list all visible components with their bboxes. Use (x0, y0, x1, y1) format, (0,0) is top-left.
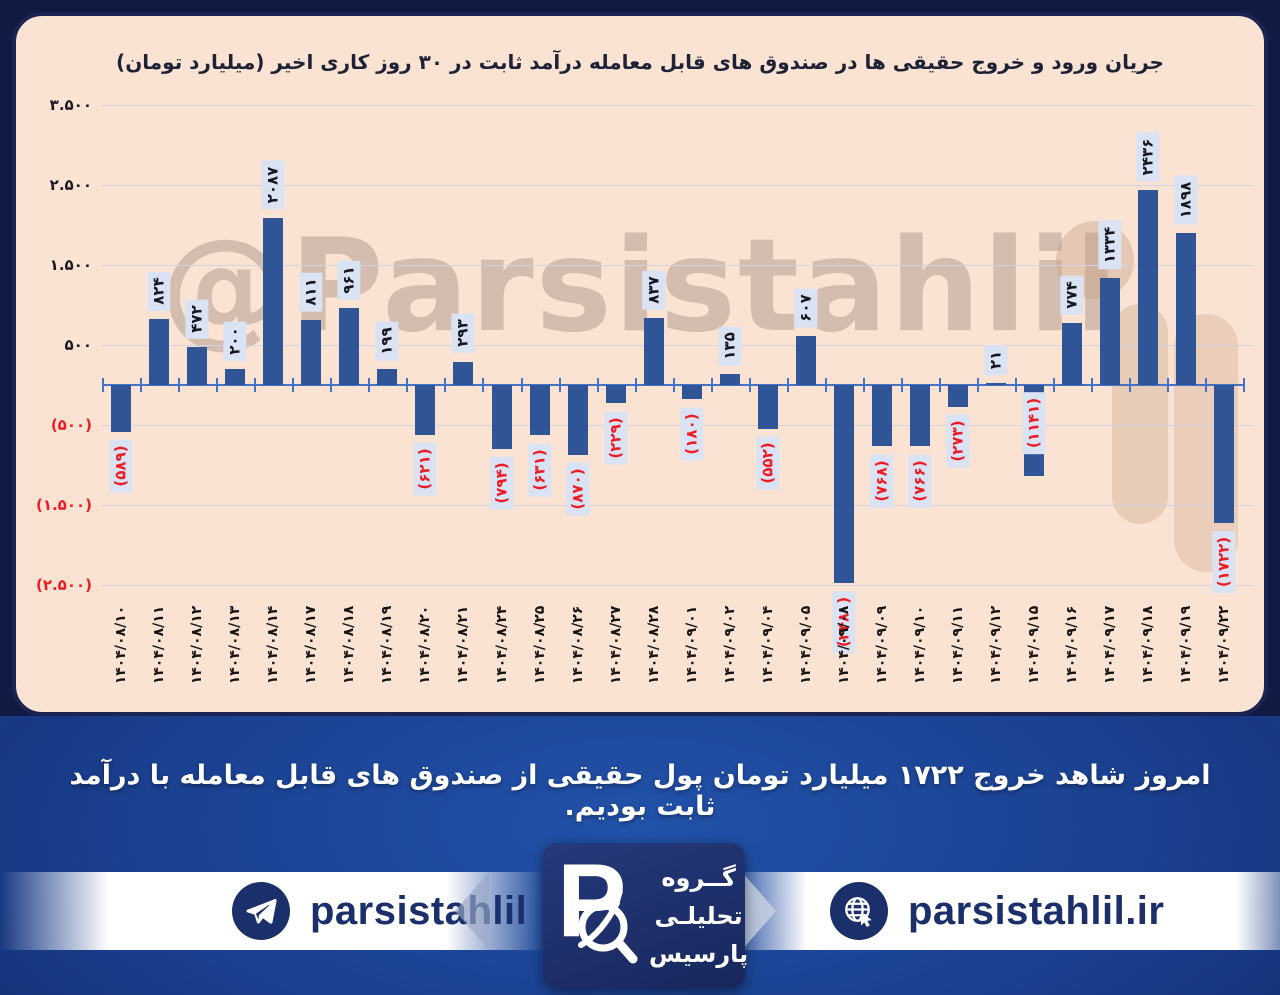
axis-tick (368, 378, 371, 392)
bar (1176, 233, 1197, 385)
axis-tick (1243, 378, 1246, 392)
bar (225, 369, 246, 385)
bar (339, 308, 360, 385)
parsis-logo-text: گــروه تحلیلـی پارسیس (643, 859, 748, 973)
bar (1100, 278, 1121, 385)
grid-line (102, 105, 1254, 106)
axis-tick (216, 378, 219, 392)
axis-tick (939, 378, 942, 392)
bar (643, 318, 664, 385)
parsis-logo-text-line: تحلیلـی (654, 901, 743, 930)
y-axis-label: ۲.۵۰۰ (49, 176, 92, 194)
grid-line (102, 585, 1254, 586)
y-axis-label: ۱.۵۰۰ (49, 256, 92, 274)
chart-title: جریان ورود و خروج حقیقی ها در صندوق های … (116, 50, 1164, 74)
bar (187, 347, 208, 385)
axis-tick (1091, 378, 1094, 392)
bar (415, 385, 436, 435)
magnifier-arrow-icon (578, 891, 638, 964)
axis-tick (634, 378, 637, 392)
bar (948, 385, 969, 407)
bar (872, 385, 892, 447)
parsis-logo-text-line: گــروه (661, 863, 736, 892)
bar (719, 374, 740, 385)
y-axis-label: (۵۰۰) (50, 416, 92, 434)
parsis-logo-text-line: پارسیس (649, 939, 749, 968)
axis-tick (1053, 378, 1056, 392)
parsis-logo-mark: P (551, 843, 643, 978)
parsis-logo-badge: P گــروه تحلیلـی پارسیس (543, 843, 748, 988)
chart-plot: ۳.۵۰۰ ۲.۵۰۰ ۱.۵۰۰ ۵۰۰ (۵۰۰) (۱.۵۰۰) (۲.۵۰۰) (۵۸… (16, 16, 1264, 712)
axis-tick (178, 378, 181, 392)
y-axis-label: ۵۰۰ (64, 336, 92, 354)
bar (149, 319, 170, 385)
bar (986, 383, 1007, 385)
bar (1062, 323, 1083, 385)
grid-line (102, 505, 1254, 506)
axis-tick (1167, 378, 1170, 392)
bar (833, 385, 854, 584)
grid-line (102, 185, 1254, 186)
bar (1214, 385, 1235, 523)
bar (377, 369, 398, 385)
bar (301, 320, 322, 385)
grid-line (102, 265, 1254, 266)
telegram-handle: parsistahlil (310, 889, 528, 933)
website-banner[interactable]: parsistahlil.ir (730, 872, 1280, 950)
axis-tick (101, 378, 104, 392)
axis-tick (330, 378, 333, 392)
telegram-banner[interactable]: parsistahlil (0, 872, 545, 950)
bar (453, 361, 474, 385)
summary-banner: امروز شاهد خروج ۱۷۲۲ میلیارد تومان پول ح… (0, 716, 1280, 995)
axis-tick (254, 378, 257, 392)
axis-tick (482, 378, 485, 392)
chart-panel: @Parsistahlil جریان ورود و خروج حقیقی ها… (12, 12, 1268, 716)
axis-tick (292, 378, 295, 392)
y-axis-label: ۳.۵۰۰ (49, 96, 92, 114)
axis-tick (406, 378, 409, 392)
globe-icon (830, 882, 888, 940)
axis-tick (710, 378, 713, 392)
grid-line (102, 345, 1254, 346)
bar (263, 218, 284, 385)
bar (757, 385, 778, 430)
axis-tick (786, 378, 789, 392)
axis-tick (444, 378, 447, 392)
axis-tick (977, 378, 980, 392)
axis-tick (824, 378, 827, 392)
axis-tick (558, 378, 561, 392)
axis-tick (520, 378, 523, 392)
website-url: parsistahlil.ir (908, 889, 1165, 933)
y-axis-label: (۲.۵۰۰) (35, 576, 92, 594)
axis-tick (901, 378, 904, 392)
axis-tick (672, 378, 675, 392)
bar (567, 385, 588, 455)
axis-tick (140, 378, 143, 392)
bar (605, 385, 626, 404)
axis-tick (1129, 378, 1132, 392)
summary-text: امروز شاهد خروج ۱۷۲۲ میلیارد تومان پول ح… (69, 760, 1211, 822)
axis-tick (748, 378, 751, 392)
bar (1138, 190, 1159, 385)
axis-tick (862, 378, 865, 392)
bar (111, 385, 131, 433)
axis-tick (1015, 378, 1018, 392)
bar (529, 385, 550, 436)
bar (795, 336, 816, 385)
grid-line (102, 425, 1254, 426)
bar (681, 385, 702, 400)
telegram-icon (232, 882, 290, 940)
y-axis-label: (۱.۵۰۰) (35, 496, 92, 514)
axis-tick (1205, 378, 1208, 392)
bar (491, 385, 512, 449)
axis-tick (596, 378, 599, 392)
bar (910, 385, 931, 447)
